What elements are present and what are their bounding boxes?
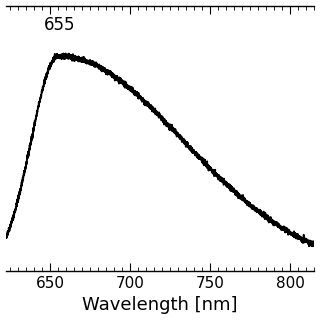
Text: 655: 655 [44, 16, 75, 34]
X-axis label: Wavelength [nm]: Wavelength [nm] [82, 296, 238, 315]
